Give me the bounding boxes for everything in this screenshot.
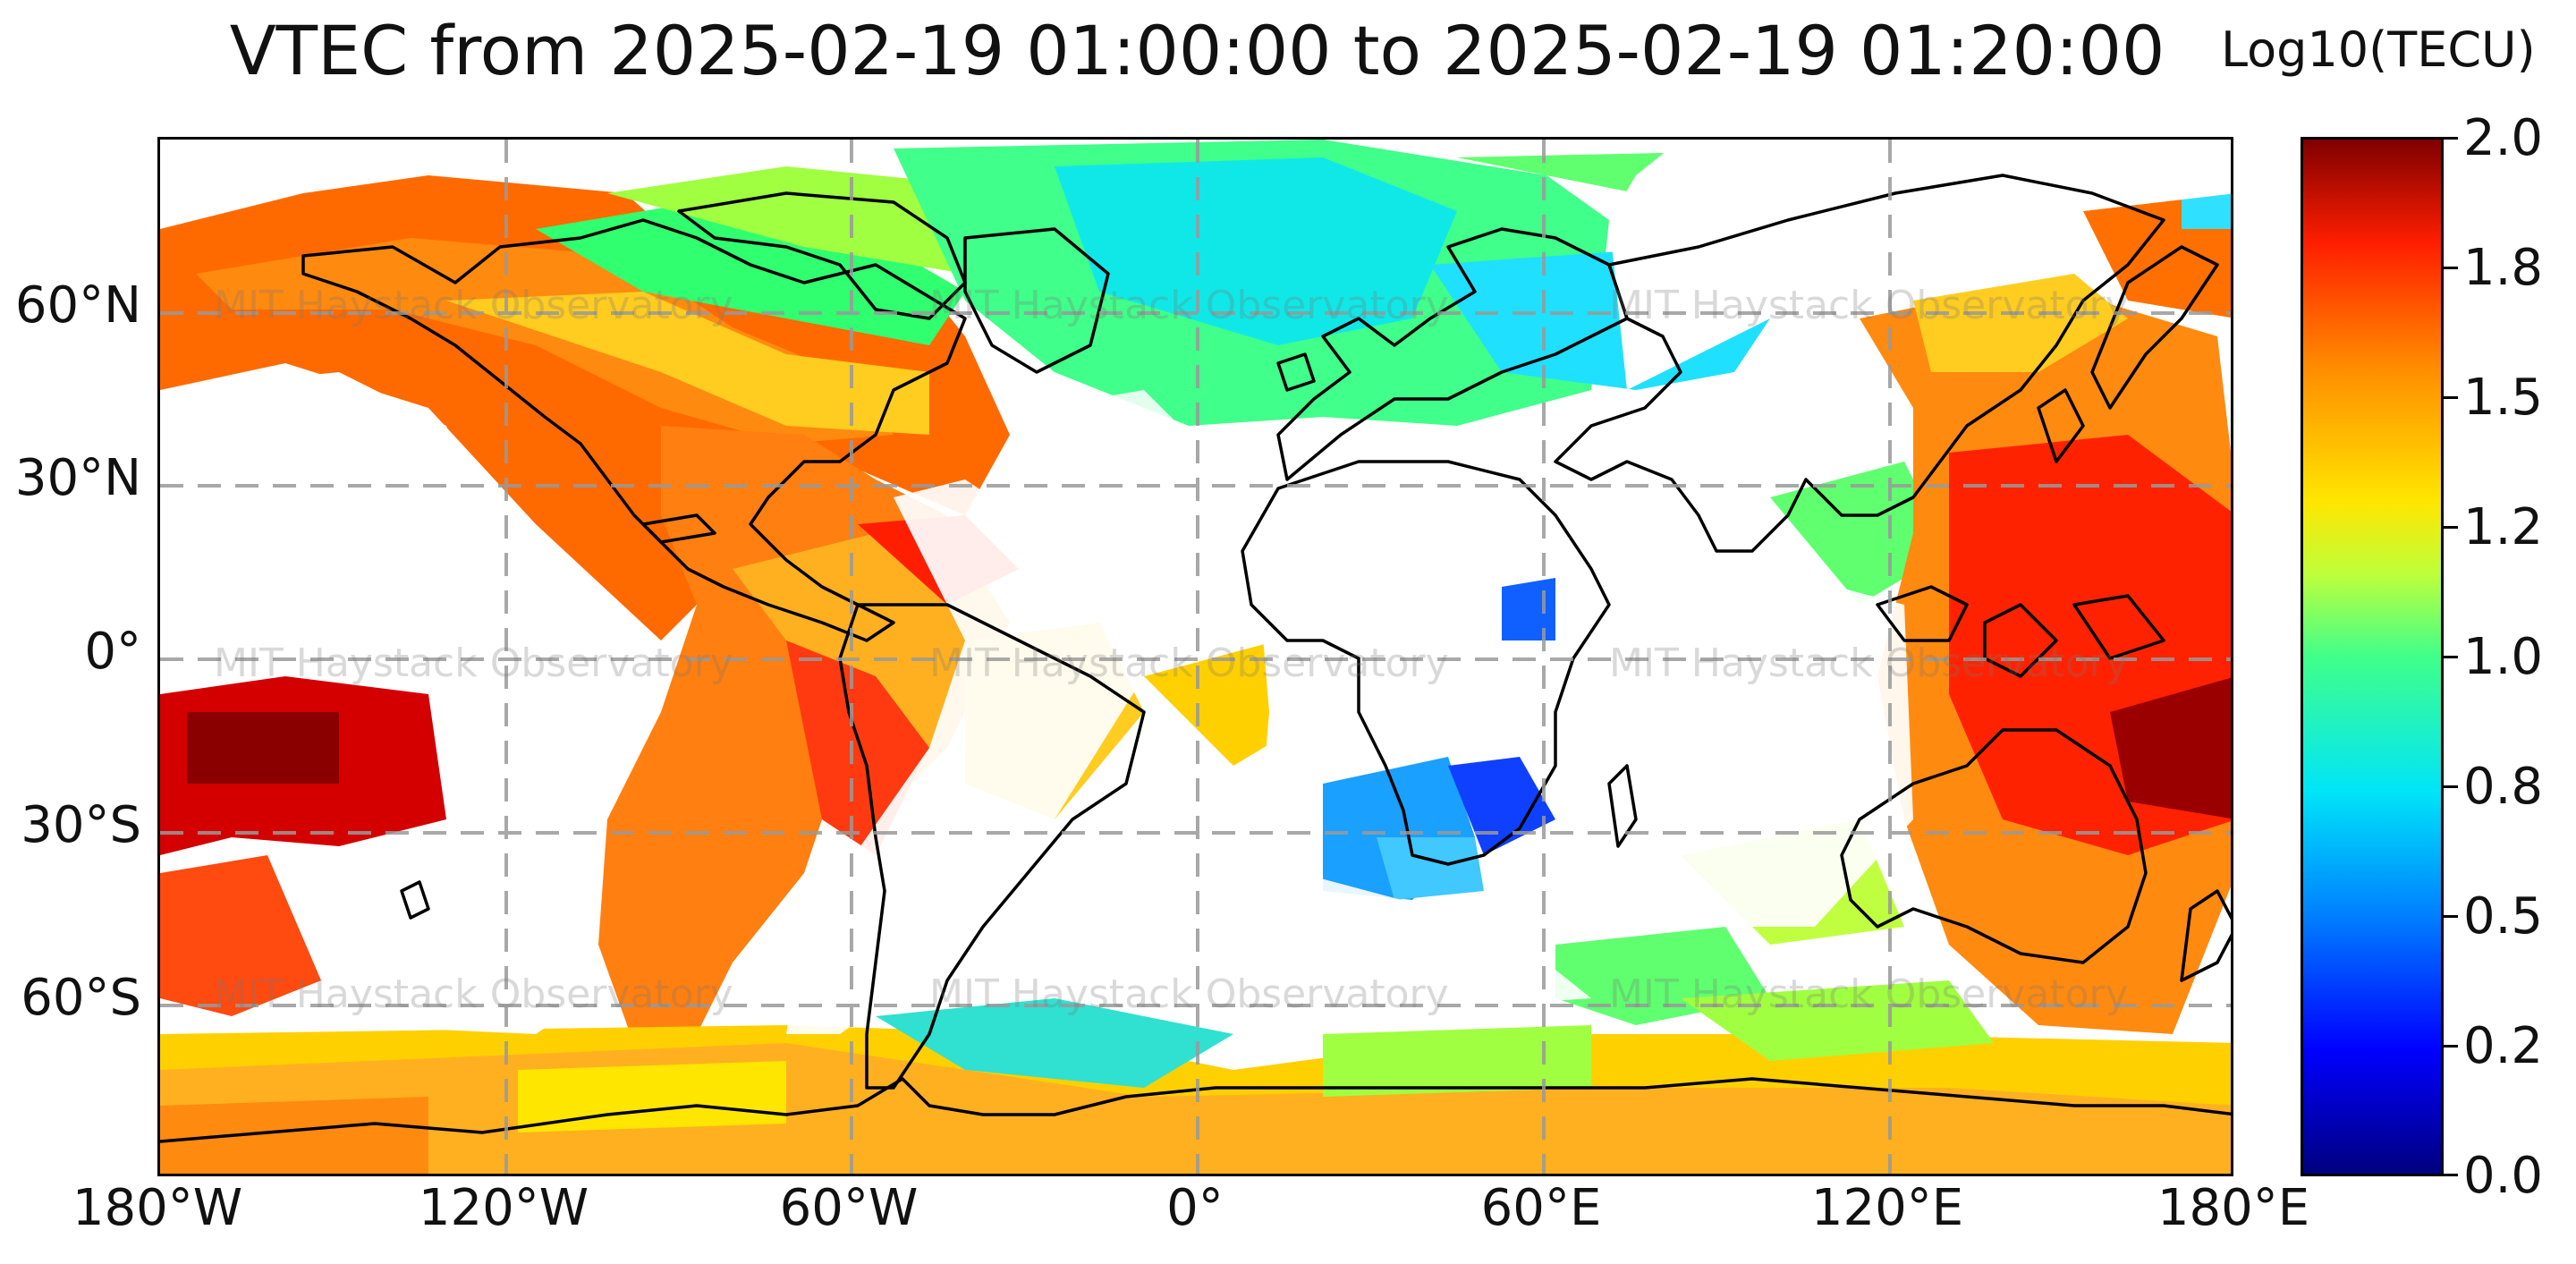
colorbar <box>2301 137 2444 1176</box>
colorbar-tick-mark <box>2444 785 2458 788</box>
watermark: MIT Haystack Observatory <box>214 283 733 328</box>
colorbar-tick-mark <box>2444 1174 2458 1176</box>
x-tick-label: 120°W <box>418 1179 589 1237</box>
watermark: MIT Haystack Observatory <box>1609 283 2129 328</box>
colorbar-tick-label: 0.2 <box>2463 1017 2544 1075</box>
tec-data-cells <box>160 140 2231 1174</box>
watermark: MIT Haystack Observatory <box>214 640 733 686</box>
y-tick-label: 60°N <box>14 276 141 335</box>
colorbar-tick-label: 1.2 <box>2463 498 2544 556</box>
watermark: MIT Haystack Observatory <box>214 971 733 1017</box>
vtec-map-svg <box>160 140 2231 1174</box>
map-title: VTEC from 2025-02-19 01:00:00 to 2025-02… <box>229 11 2165 90</box>
watermark: MIT Haystack Observatory <box>929 971 1449 1017</box>
colorbar-tick-mark <box>2444 656 2458 658</box>
y-tick-label: 30°S <box>21 796 141 854</box>
colorbar-tick-mark <box>2444 1045 2458 1048</box>
coastlines <box>160 174 2231 1143</box>
colorbar-tick-label: 0.5 <box>2463 887 2544 946</box>
watermark: MIT Haystack Observatory <box>1609 971 2129 1017</box>
y-tick-label: 60°S <box>21 969 141 1027</box>
colorbar-tick-mark <box>2444 396 2458 399</box>
x-tick-label: 180°W <box>72 1179 243 1237</box>
colorbar-tick-label: 0.0 <box>2463 1147 2544 1205</box>
watermark: MIT Haystack Observatory <box>1609 640 2129 686</box>
x-tick-label: 180°E <box>2157 1179 2310 1237</box>
colorbar-tick-label: 0.8 <box>2463 758 2544 816</box>
x-tick-label: 120°E <box>1810 1179 1964 1237</box>
colorbar-tick-label: 1.5 <box>2463 369 2544 427</box>
watermark: MIT Haystack Observatory <box>929 283 1449 328</box>
colorbar-label: Log10(TECU) <box>2221 21 2536 78</box>
colorbar-tick-label: 1.0 <box>2463 628 2544 686</box>
colorbar-tick-label: 2.0 <box>2463 109 2544 167</box>
x-tick-label: 60°E <box>1480 1179 1602 1237</box>
gridlines <box>160 140 2231 1174</box>
tec-map-plot: MIT Haystack Observatory MIT Haystack Ob… <box>157 137 2233 1176</box>
x-tick-label: 0° <box>1166 1179 1224 1237</box>
colorbar-tick-mark <box>2444 915 2458 918</box>
y-tick-label: 30°N <box>14 449 141 507</box>
colorbar-tick-mark <box>2444 267 2458 269</box>
x-tick-label: 60°W <box>779 1179 919 1237</box>
colorbar-tick-mark <box>2444 526 2458 529</box>
colorbar-tick-label: 1.8 <box>2463 239 2544 297</box>
y-tick-label: 0° <box>84 623 141 681</box>
watermark: MIT Haystack Observatory <box>929 640 1449 686</box>
colorbar-tick-mark <box>2444 137 2458 140</box>
